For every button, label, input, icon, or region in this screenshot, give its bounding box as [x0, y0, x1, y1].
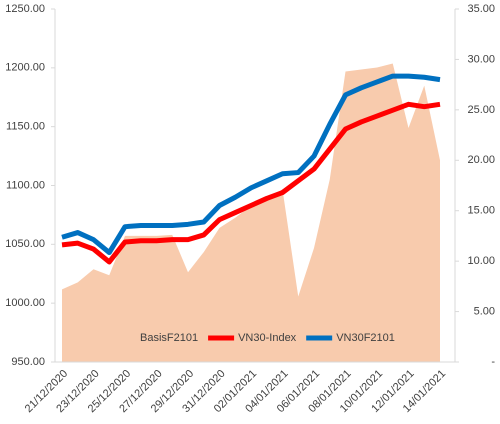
y-tick-label: 1250.00: [5, 3, 45, 15]
y2-tick-label: 5.00: [474, 305, 495, 317]
legend-label: BasisF2101: [140, 332, 198, 344]
line: [61, 101, 441, 265]
y-tick-label: 1150.00: [6, 121, 45, 133]
y-tick-label: 950.00: [11, 356, 45, 368]
legend-label: VN30F2101: [336, 332, 395, 344]
legend-label: VN30-Index: [238, 332, 297, 344]
y2-tick-label: 25.00: [467, 104, 495, 116]
y2-tick-label: 35.00: [467, 3, 495, 15]
y2-tick-label: 20.00: [467, 154, 495, 166]
y2-tick-label: 10.00: [467, 255, 495, 267]
y-tick-label: 1100.00: [6, 179, 45, 191]
line: [61, 73, 441, 256]
basis-area: [62, 63, 440, 362]
y-tick-label: 1200.00: [5, 62, 45, 74]
y2-tick-label: -: [491, 356, 495, 368]
y2-tick-label: 15.00: [467, 205, 495, 217]
y2-tick-label: 30.00: [467, 53, 495, 65]
y-tick-label: 1000.00: [5, 297, 45, 309]
y-tick-label: 1050.00: [5, 238, 45, 250]
